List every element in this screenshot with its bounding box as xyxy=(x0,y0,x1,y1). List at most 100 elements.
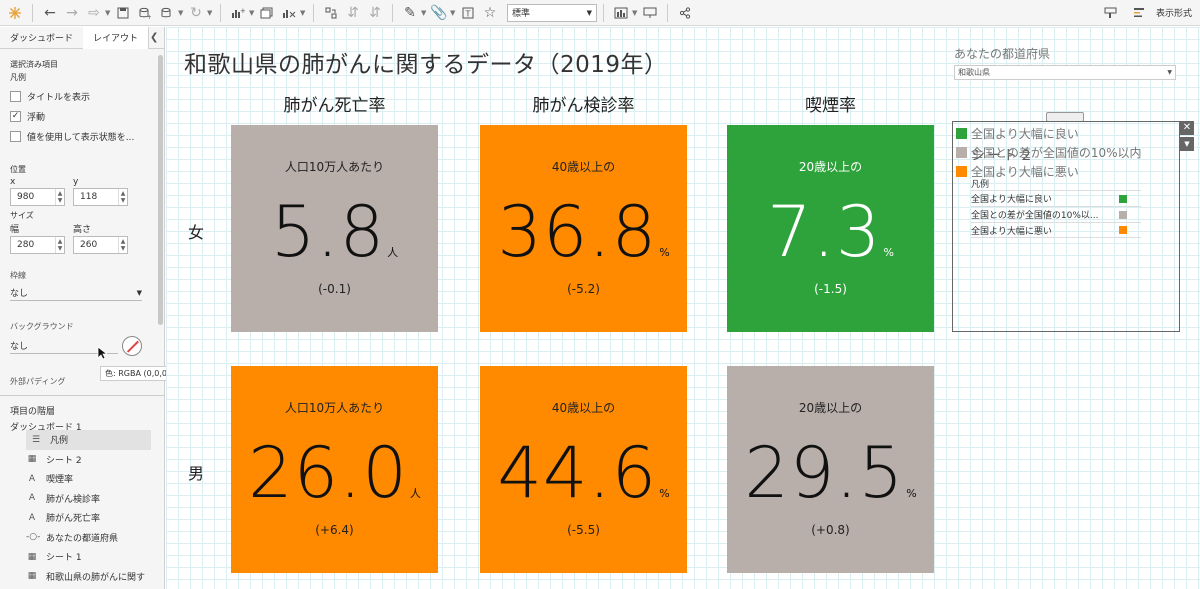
fit-select[interactable]: 標準 ▼ xyxy=(507,3,597,22)
height-spinner[interactable]: ▲ ▼ xyxy=(118,237,127,253)
show-format-icon[interactable] xyxy=(1128,2,1150,24)
dashboard-name: ダッシュボード 1 xyxy=(10,423,82,433)
tile-value: 44.6 xyxy=(497,432,658,514)
tree-item-title[interactable]: ▦ 和歌山県の肺がんに関す xyxy=(27,571,146,583)
x-label: x xyxy=(10,177,16,187)
tree-item-screening[interactable]: A 肺がん検診率 xyxy=(0,489,164,509)
row-label-male: 男 xyxy=(188,464,205,483)
chevron-down-icon[interactable]: ▼ xyxy=(1167,69,1172,76)
tab-layout[interactable]: レイアウト xyxy=(83,27,150,49)
undo-icon[interactable]: ← xyxy=(44,4,56,21)
tree-item-smoking[interactable]: A 喫煙率 xyxy=(0,469,164,489)
panel-tabs: ダッシュボード レイアウト ❮ xyxy=(0,27,164,49)
x-input[interactable]: 980 ▲ ▼ xyxy=(10,188,65,206)
collapse-panel-icon[interactable]: ❮ xyxy=(150,32,159,43)
width-input[interactable]: 280 ▲ ▼ xyxy=(10,236,65,254)
new-datasource-icon[interactable]: + xyxy=(134,2,156,24)
swap-icon[interactable] xyxy=(320,2,342,24)
show-me-icon[interactable] xyxy=(610,2,632,24)
row-label-female: 女 xyxy=(188,223,205,242)
kpi-tile-male-screening[interactable]: 40歳以上の 44.6% (-5.5) xyxy=(480,366,687,573)
legend-overlay: 全国より大幅に良い 全国との差が全国値の10%以内 全国より大幅に悪い xyxy=(956,124,1142,181)
presentation-icon[interactable] xyxy=(639,2,661,24)
tile-diff: (-5.5) xyxy=(567,523,600,537)
tooltip-icon[interactable] xyxy=(1100,2,1122,24)
duplicate-sheet-icon[interactable] xyxy=(256,2,278,24)
show-format-label[interactable]: 表示形式 xyxy=(1155,9,1192,19)
checkbox-checked-icon[interactable]: ✓ xyxy=(10,110,21,122)
pause-datasource-icon[interactable] xyxy=(156,2,178,24)
label-icon[interactable]: T xyxy=(457,2,479,24)
worksheet-caret-icon[interactable]: ▼ xyxy=(249,8,255,17)
color-picker-icon[interactable] xyxy=(122,336,142,356)
tree-item-prefecture[interactable]: -○- あなたの都道府県 xyxy=(26,532,119,544)
sort-ascending-icon[interactable]: ⇵ xyxy=(347,4,359,21)
datasource-caret-icon[interactable]: ▼ xyxy=(178,8,184,17)
column-header-screening: 肺がん検診率 xyxy=(532,96,635,116)
border-label: 枠線 xyxy=(10,271,26,280)
kpi-tile-male-mortality[interactable]: 人口10万人あたり 26.0 人 (+6.4) xyxy=(231,366,438,573)
kpi-tile-female-mortality[interactable]: 人口10万人あたり 5.8 人 (-0.1) xyxy=(231,125,438,332)
outer-padding-label: 外部パディング xyxy=(10,377,66,386)
show-title-checkbox[interactable]: タイトルを表示 xyxy=(10,86,154,106)
sort-descending-icon[interactable]: ⇵ xyxy=(369,4,381,21)
floating-checkbox[interactable]: ✓ 浮動 xyxy=(10,106,154,126)
width-spinner[interactable]: ▲ ▼ xyxy=(55,237,64,253)
legend-row[interactable]: 全国との差が全国値の10%以... xyxy=(971,206,1141,222)
svg-text:T: T xyxy=(465,9,471,18)
replay-icon[interactable]: ⇨ xyxy=(88,4,100,21)
save-icon[interactable] xyxy=(112,2,134,24)
y-spinner[interactable]: ▲ ▼ xyxy=(118,189,127,205)
refresh-caret-icon[interactable]: ▼ xyxy=(207,8,213,17)
redo-icon[interactable]: → xyxy=(66,4,78,21)
checkbox-unchecked-icon[interactable] xyxy=(10,90,21,102)
hierarchy-label: 項目の階層 xyxy=(10,407,56,417)
y-input[interactable]: 118 ▲ ▼ xyxy=(73,188,128,206)
tree-item-legend[interactable]: ☰ 凡例 xyxy=(26,430,151,450)
replay-caret-icon[interactable]: ▼ xyxy=(105,8,111,17)
kpi-tile-female-smoking[interactable]: 20歳以上の 7.3% (-1.5) xyxy=(727,125,934,332)
show-by-value-checkbox[interactable]: 値を使用して表示状態を... xyxy=(10,126,154,146)
legend-row[interactable]: 全国より大幅に悪い xyxy=(971,222,1141,238)
checkbox-unchecked-icon[interactable] xyxy=(10,130,21,142)
tab-dashboard[interactable]: ダッシュボード xyxy=(10,34,74,44)
border-select[interactable]: なし ▼ xyxy=(10,285,142,301)
legend-swatch xyxy=(956,128,967,139)
show-me-caret-icon[interactable]: ▼ xyxy=(632,8,638,17)
kpi-tile-male-smoking[interactable]: 20歳以上の 29.5% (+0.8) xyxy=(727,366,934,573)
group-caret-icon[interactable]: ▼ xyxy=(450,8,456,17)
group-icon[interactable]: 📎 xyxy=(430,4,448,21)
tile-diff: (-1.5) xyxy=(814,282,847,296)
legend-row[interactable]: 全国より大幅に良い xyxy=(971,190,1141,206)
legend-container[interactable] xyxy=(952,121,1180,332)
tableau-logo-icon[interactable] xyxy=(4,2,26,24)
prefecture-select[interactable]: 和歌山県 ▼ xyxy=(954,65,1176,80)
clear-caret-icon[interactable]: ▼ xyxy=(300,8,306,17)
tile-unit: % xyxy=(906,487,917,500)
kpi-tile-female-screening[interactable]: 40歳以上の 36.8% (-5.2) xyxy=(480,125,687,332)
background-select[interactable]: なし xyxy=(10,338,118,354)
mouse-cursor-icon xyxy=(97,345,109,364)
highlight-caret-icon[interactable]: ▼ xyxy=(421,8,427,17)
new-worksheet-icon[interactable]: + xyxy=(227,2,249,24)
tile-unit: % xyxy=(659,246,670,259)
share-icon[interactable] xyxy=(674,2,696,24)
x-spinner[interactable]: ▲ ▼ xyxy=(55,189,64,205)
highlight-icon[interactable]: ✎ xyxy=(404,4,416,21)
tree-item-sheet2[interactable]: ▦ シート 2 xyxy=(27,454,82,466)
tree-item-mortality[interactable]: A 肺がん死亡率 xyxy=(0,508,164,528)
tree-item-sheet1[interactable]: ▦ シート 1 xyxy=(27,551,82,564)
height-input[interactable]: 260 ▲ ▼ xyxy=(73,236,128,254)
more-options-icon[interactable]: ▼ xyxy=(1180,137,1194,151)
sheet-icon: ▦ xyxy=(27,551,37,562)
tile-subtitle: 40歳以上の xyxy=(551,401,616,415)
legend-icon: ☰ xyxy=(31,434,41,445)
close-icon[interactable]: ✕ xyxy=(1180,121,1194,135)
tile-value: 26.0 xyxy=(248,432,408,514)
panel-scrollbar[interactable] xyxy=(158,55,163,325)
clear-sheet-icon[interactable] xyxy=(278,2,300,24)
refresh-icon[interactable]: ↻ xyxy=(190,4,202,21)
tile-value: 7.3 xyxy=(767,191,882,273)
tile-unit: % xyxy=(659,487,670,500)
pin-icon[interactable]: ☆ xyxy=(483,4,497,21)
